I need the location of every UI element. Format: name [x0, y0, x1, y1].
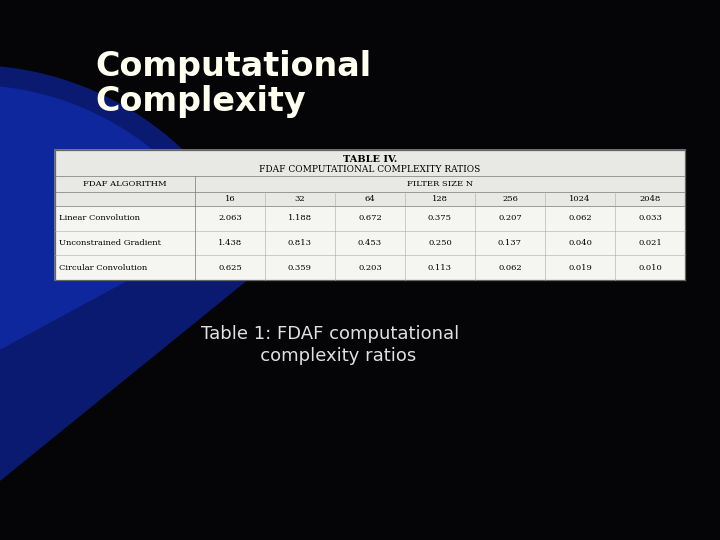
Text: Table 1: FDAF computational: Table 1: FDAF computational	[201, 325, 459, 343]
FancyBboxPatch shape	[55, 150, 685, 280]
Text: 1024: 1024	[570, 195, 590, 203]
FancyBboxPatch shape	[55, 192, 685, 206]
Text: 0.813: 0.813	[288, 239, 312, 247]
FancyBboxPatch shape	[55, 255, 685, 280]
Text: 2.063: 2.063	[218, 214, 242, 222]
Text: 0.019: 0.019	[568, 264, 592, 272]
Text: 0.625: 0.625	[218, 264, 242, 272]
Text: 0.207: 0.207	[498, 214, 522, 222]
Text: Complexity: Complexity	[95, 85, 305, 118]
Text: FDAF COMPUTATIONAL COMPLEXITY RATIOS: FDAF COMPUTATIONAL COMPLEXITY RATIOS	[259, 165, 481, 173]
Text: 1.188: 1.188	[288, 214, 312, 222]
Text: 0.672: 0.672	[358, 214, 382, 222]
Text: 0.062: 0.062	[498, 264, 522, 272]
Text: 0.203: 0.203	[358, 264, 382, 272]
Polygon shape	[0, 85, 221, 540]
Text: 1.438: 1.438	[218, 239, 242, 247]
Text: 0.375: 0.375	[428, 214, 452, 222]
Text: 0.040: 0.040	[568, 239, 592, 247]
FancyBboxPatch shape	[55, 150, 685, 176]
Text: 0.010: 0.010	[638, 264, 662, 272]
Text: Linear Convolution: Linear Convolution	[59, 214, 140, 222]
Text: 16: 16	[225, 195, 235, 203]
FancyBboxPatch shape	[55, 176, 685, 192]
Text: 0.113: 0.113	[428, 264, 452, 272]
Text: Computational: Computational	[95, 50, 371, 83]
Text: 0.021: 0.021	[638, 239, 662, 247]
Text: 0.453: 0.453	[358, 239, 382, 247]
Text: FILTER SIZE N: FILTER SIZE N	[407, 180, 473, 188]
Text: 0.033: 0.033	[638, 214, 662, 222]
Text: 0.062: 0.062	[568, 214, 592, 222]
Text: 0.137: 0.137	[498, 239, 522, 247]
Text: 32: 32	[294, 195, 305, 203]
Text: 256: 256	[502, 195, 518, 203]
Text: TABLE IV.: TABLE IV.	[343, 156, 397, 165]
Text: Circular Convolution: Circular Convolution	[59, 264, 148, 272]
Text: 64: 64	[364, 195, 375, 203]
FancyBboxPatch shape	[55, 231, 685, 255]
Text: complexity ratios: complexity ratios	[243, 347, 417, 365]
Text: 0.250: 0.250	[428, 239, 452, 247]
Text: FDAF ALGORITHM: FDAF ALGORITHM	[84, 180, 167, 188]
FancyBboxPatch shape	[55, 206, 685, 231]
Text: 128: 128	[432, 195, 448, 203]
Polygon shape	[0, 65, 261, 540]
Text: 0.359: 0.359	[288, 264, 312, 272]
Text: Unconstrained Gradient: Unconstrained Gradient	[59, 239, 161, 247]
Text: 2048: 2048	[639, 195, 661, 203]
